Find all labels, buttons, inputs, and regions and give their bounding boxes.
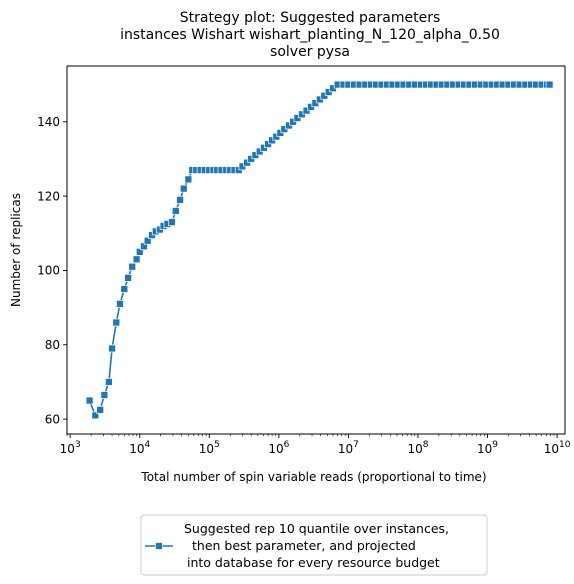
x-tick-label-exponent: 10 bbox=[559, 440, 571, 450]
x-tick-label-base: 10 bbox=[544, 442, 559, 456]
x-tick-label: 109 bbox=[477, 440, 498, 456]
y-axis-ticks: 60 80 100 120 140 bbox=[37, 115, 67, 426]
x-tick-label-base: 10 bbox=[199, 442, 214, 456]
data-point-marker bbox=[100, 391, 109, 399]
data-point-marker bbox=[124, 274, 132, 282]
x-tick-label: 104 bbox=[129, 440, 150, 456]
x-tick-label-exponent: 9 bbox=[492, 440, 498, 450]
data-point-marker bbox=[132, 255, 141, 264]
x-tick-label: 103 bbox=[60, 440, 81, 456]
y-tick-label: 100 bbox=[37, 264, 60, 278]
data-point-marker bbox=[168, 218, 176, 226]
legend-entry-line-1: Suggested rep 10 quantile over instances… bbox=[184, 521, 449, 536]
x-tick-label: 1010 bbox=[544, 440, 571, 456]
x-tick-label-exponent: 5 bbox=[214, 440, 220, 450]
x-tick-label: 105 bbox=[199, 440, 220, 456]
axes-frame bbox=[66, 65, 566, 435]
y-tick-label: 80 bbox=[45, 338, 60, 352]
x-axis-label: Total number of spin variable reads (pro… bbox=[140, 470, 486, 484]
data-point-marker bbox=[96, 405, 105, 414]
series-line bbox=[88, 83, 550, 417]
y-tick-label: 120 bbox=[37, 189, 60, 203]
x-tick-label: 108 bbox=[407, 440, 428, 456]
data-point-marker bbox=[116, 300, 124, 308]
legend-entry-line-2: then best parameter, and projected bbox=[192, 538, 416, 553]
x-tick-label-exponent: 4 bbox=[145, 440, 151, 450]
data-point-marker bbox=[108, 344, 116, 353]
data-point-marker bbox=[105, 378, 113, 386]
x-tick-label-base: 10 bbox=[477, 442, 492, 456]
data-point-marker bbox=[135, 248, 144, 256]
legend-marker-swatch bbox=[155, 542, 163, 550]
data-point-marker bbox=[143, 236, 152, 245]
legend: Suggested rep 10 quantile over instances… bbox=[140, 514, 488, 576]
x-tick-label-base: 10 bbox=[129, 442, 144, 456]
x-tick-label-exponent: 8 bbox=[423, 440, 429, 450]
chart-title-line-3: solver pysa bbox=[270, 44, 350, 60]
data-point-marker bbox=[85, 396, 94, 405]
data-point-marker bbox=[179, 184, 188, 193]
y-axis-label: Number of replicas bbox=[9, 193, 23, 307]
data-point-marker bbox=[176, 195, 184, 204]
data-point-marker bbox=[91, 411, 100, 420]
chart-title-line-1: Strategy plot: Suggested parameters bbox=[180, 10, 441, 26]
data-point-marker bbox=[112, 318, 121, 327]
chart-title-line-2: instances Wishart wishart_planting_N_120… bbox=[120, 27, 500, 43]
x-tick-label-exponent: 7 bbox=[353, 440, 359, 450]
legend-box bbox=[140, 514, 488, 576]
data-point-marker bbox=[128, 262, 137, 271]
y-tick-label: 60 bbox=[45, 412, 60, 426]
data-point-marker bbox=[171, 207, 180, 215]
x-tick-label: 107 bbox=[338, 440, 359, 456]
x-axis-ticks: 103 104 105 106 107 108 109 1010 bbox=[60, 434, 571, 456]
x-tick-label-base: 10 bbox=[338, 442, 353, 456]
data-point-marker bbox=[120, 285, 129, 293]
legend-entry-line-3: into database for every resource budget bbox=[187, 555, 440, 570]
x-tick-label-exponent: 6 bbox=[284, 440, 290, 450]
x-tick-label-base: 10 bbox=[60, 442, 75, 456]
x-tick-label: 106 bbox=[268, 440, 289, 456]
x-tick-label-base: 10 bbox=[407, 442, 422, 456]
data-point-marker bbox=[184, 175, 193, 184]
y-tick-label: 140 bbox=[37, 115, 60, 129]
data-point-marker bbox=[545, 80, 554, 89]
series-layer bbox=[85, 80, 554, 420]
x-tick-label-exponent: 3 bbox=[75, 440, 81, 450]
x-tick-label-base: 10 bbox=[268, 442, 283, 456]
